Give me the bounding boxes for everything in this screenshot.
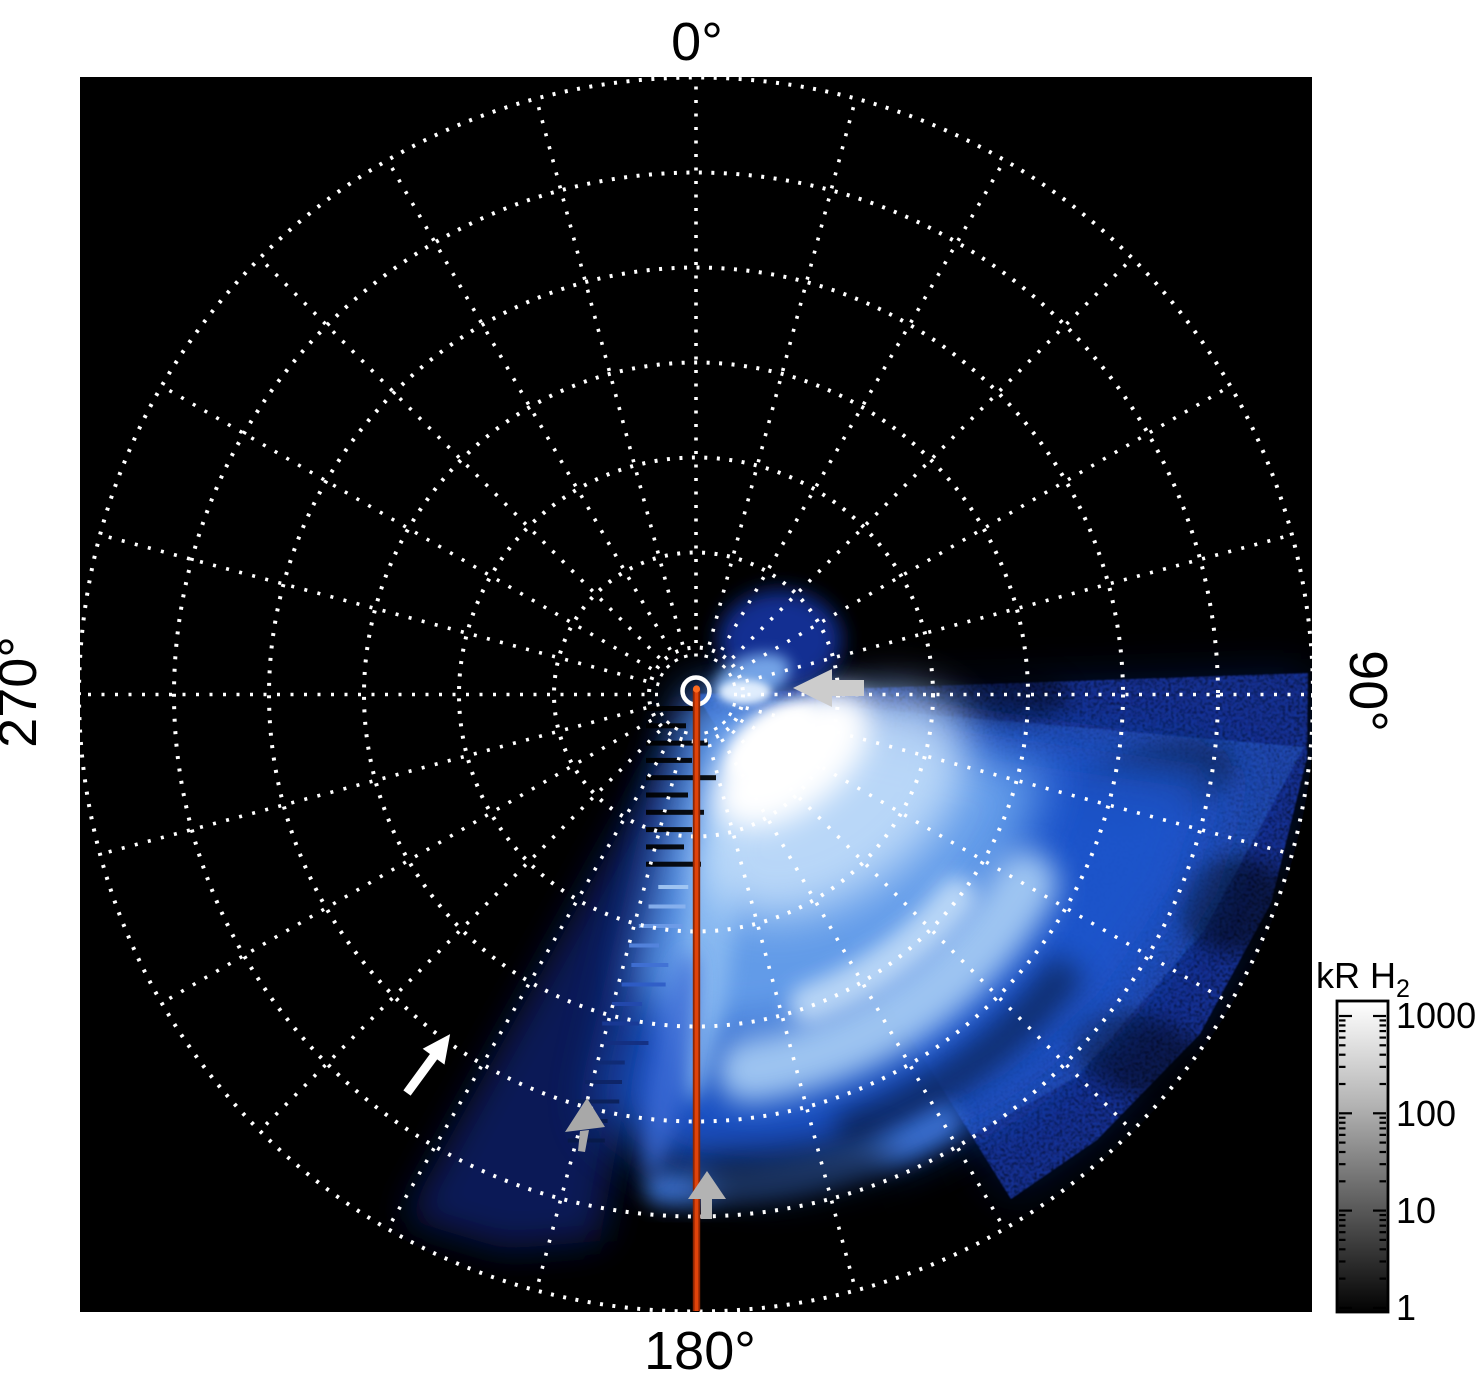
colorbar-tick-label-1: 1 bbox=[1396, 1287, 1416, 1328]
colorbar-border bbox=[1335, 999, 1390, 1314]
angle-label-left: 270° bbox=[0, 636, 48, 748]
aurora-emission bbox=[405, 590, 1308, 1305]
colorbar-tick-label-1000: 1000 bbox=[1396, 995, 1476, 1036]
jagged-edge-comb bbox=[567, 706, 716, 1143]
gray-arrow-toward-pole-icon bbox=[793, 669, 864, 707]
colorbar-tick-label-10: 10 bbox=[1396, 1190, 1436, 1231]
gray-arrow-up-icon bbox=[688, 1171, 726, 1219]
colorbar: kR H2 1000 100 10 1 bbox=[1316, 955, 1476, 1328]
angle-label-bottom: 180° bbox=[644, 1321, 756, 1381]
gray-arrow-tilted-icon bbox=[565, 1098, 605, 1152]
annotation-arrows bbox=[403, 669, 864, 1219]
colorbar-gradient bbox=[1338, 1002, 1387, 1311]
colorbar-title: kR H2 bbox=[1316, 955, 1410, 1003]
colorbar-tick-label-100: 100 bbox=[1396, 1093, 1456, 1134]
colorbar-ticks bbox=[1339, 1014, 1386, 1310]
red-meridian-line bbox=[692, 685, 701, 1311]
angle-label-right: 90° bbox=[1338, 650, 1398, 732]
white-arrow-icon bbox=[403, 1034, 451, 1096]
angle-label-top: 0° bbox=[671, 12, 723, 72]
